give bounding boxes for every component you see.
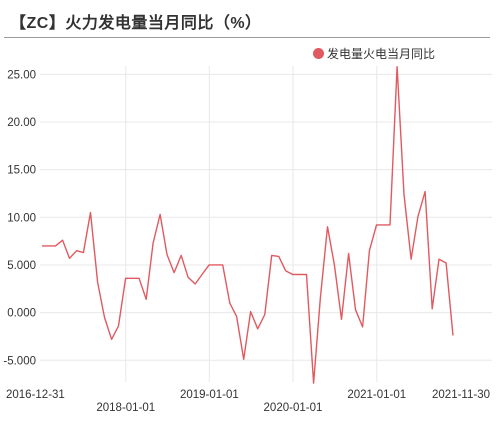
data-point (159, 213, 161, 215)
title-divider (4, 37, 490, 38)
data-point (180, 254, 182, 256)
data-point (110, 338, 112, 340)
data-point (312, 382, 314, 384)
data-point (96, 281, 98, 283)
data-point (299, 273, 301, 275)
data-point (152, 242, 154, 244)
chart-title: 【ZC】火力发电量当月同比（%） (10, 15, 262, 32)
data-point (347, 252, 349, 254)
x-tick-label: 2021-01-01 (347, 389, 406, 401)
data-point (319, 296, 321, 298)
data-point (396, 66, 398, 68)
legend-marker (313, 48, 324, 59)
data-point (340, 318, 342, 320)
data-point (410, 258, 412, 260)
data-point (201, 273, 203, 275)
data-point (292, 273, 294, 275)
data-point (438, 258, 440, 260)
data-point (417, 215, 419, 217)
x-tick-label: 2018-01-01 (96, 402, 155, 414)
data-point (243, 358, 245, 360)
data-point (229, 302, 231, 304)
data-point (68, 257, 70, 259)
grid-lines (40, 66, 492, 382)
y-tick-label: -5.000 (3, 355, 36, 367)
data-point (145, 298, 147, 300)
data-point (424, 190, 426, 192)
data-point (257, 328, 259, 330)
data-point (187, 276, 189, 278)
data-point (208, 264, 210, 266)
data-point (166, 253, 168, 255)
data-point (354, 309, 356, 311)
data-point (82, 251, 84, 253)
x-axis: 2016-12-31 2019-01-01 2021-01-01 2021-11-30… (6, 389, 490, 414)
data-point (326, 226, 328, 228)
data-point (284, 270, 286, 272)
data-point (333, 264, 335, 266)
data-point (132, 277, 134, 279)
data-point (222, 264, 224, 266)
data-point (194, 283, 196, 285)
data-point (103, 316, 105, 318)
data-point (48, 245, 50, 247)
data-point (124, 277, 126, 279)
data-point (452, 334, 454, 336)
data-point (264, 313, 266, 315)
data-point (389, 224, 391, 226)
y-tick-label: 25.00 (7, 69, 36, 81)
data-point (278, 255, 280, 257)
data-point (361, 326, 363, 328)
chart-legend[interactable]: 发电量火电当月同比 (313, 45, 435, 62)
data-point (382, 224, 384, 226)
data-point (117, 325, 119, 327)
data-point (75, 250, 77, 252)
data-point (215, 264, 217, 266)
x-tick-label: 2021-11-30 (432, 389, 490, 401)
data-point (368, 250, 370, 252)
legend-label: 发电量火电当月同比 (327, 47, 436, 61)
y-tick-label: 5.000 (7, 260, 36, 272)
data-point (89, 211, 91, 213)
y-tick-label: 15.00 (7, 165, 36, 177)
data-point (54, 245, 56, 247)
data-point (173, 271, 175, 273)
data-point (375, 224, 377, 226)
series-line (42, 65, 454, 384)
x-tick-label: 2016-12-31 (6, 389, 65, 401)
y-tick-label: 0.000 (7, 308, 36, 320)
data-point (138, 277, 140, 279)
data-point (305, 273, 307, 275)
data-point (431, 308, 433, 310)
y-tick-label: 20.00 (7, 117, 36, 129)
y-axis: 25.00 20.00 15.00 10.00 5.000 0.000 -5.000 (3, 69, 36, 367)
data-point (235, 315, 237, 317)
data-point (61, 239, 63, 241)
x-tick-label: 2020-01-01 (264, 402, 323, 414)
data-point (403, 193, 405, 195)
data-point (445, 262, 447, 264)
plot-area (41, 65, 454, 384)
x-tick-label: 2019-01-01 (180, 389, 239, 401)
y-tick-label: 10.00 (7, 212, 36, 224)
data-point (249, 310, 251, 312)
data-point (41, 245, 43, 247)
data-point (271, 254, 273, 256)
